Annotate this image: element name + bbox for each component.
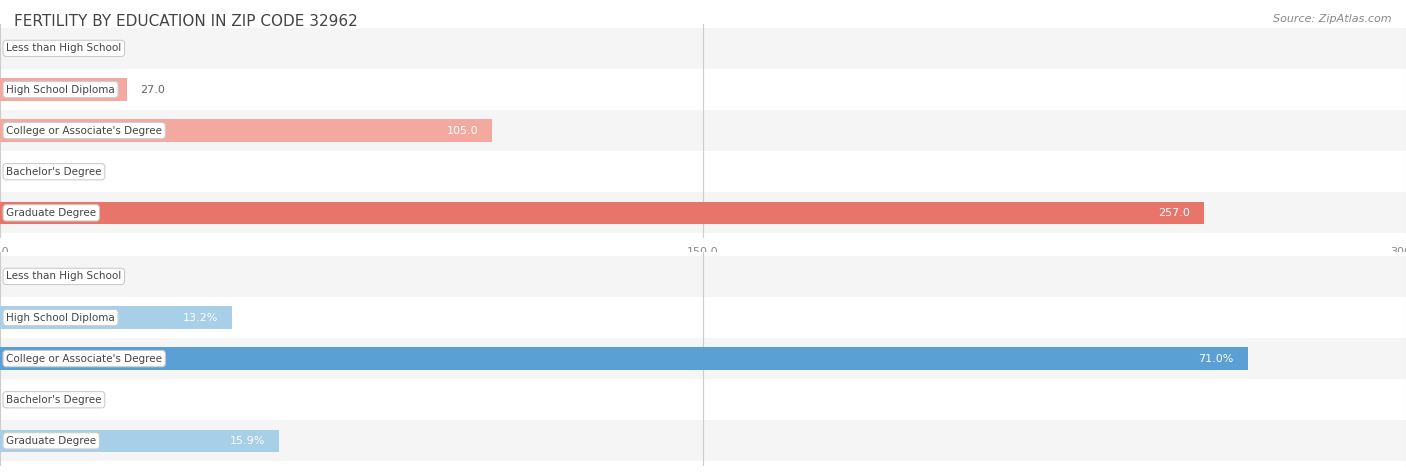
Bar <box>0 347 1249 370</box>
Text: 257.0: 257.0 <box>1159 208 1191 218</box>
Text: 15.9%: 15.9% <box>231 436 266 446</box>
Bar <box>0 201 1205 224</box>
Bar <box>0 192 1406 233</box>
Text: 27.0: 27.0 <box>141 85 166 95</box>
Bar <box>0 429 280 452</box>
Text: High School Diploma: High School Diploma <box>6 313 115 323</box>
Bar <box>0 69 1406 110</box>
Text: Graduate Degree: Graduate Degree <box>6 208 97 218</box>
Bar <box>0 119 492 142</box>
Bar <box>0 28 1406 69</box>
Bar <box>0 297 1406 338</box>
Text: 105.0: 105.0 <box>447 125 478 136</box>
Text: Bachelor's Degree: Bachelor's Degree <box>6 395 101 405</box>
Bar <box>0 110 1406 151</box>
Bar <box>0 256 1406 297</box>
Text: Less than High School: Less than High School <box>6 271 121 281</box>
Text: 13.2%: 13.2% <box>183 313 218 323</box>
Bar <box>0 420 1406 461</box>
Text: 0.0%: 0.0% <box>14 395 42 405</box>
Text: Source: ZipAtlas.com: Source: ZipAtlas.com <box>1274 14 1392 24</box>
Text: FERTILITY BY EDUCATION IN ZIP CODE 32962: FERTILITY BY EDUCATION IN ZIP CODE 32962 <box>14 14 357 29</box>
Text: College or Associate's Degree: College or Associate's Degree <box>6 353 162 364</box>
Text: 0.0%: 0.0% <box>14 271 42 281</box>
Text: Bachelor's Degree: Bachelor's Degree <box>6 167 101 177</box>
Bar <box>0 78 127 101</box>
Bar <box>0 379 1406 420</box>
Bar <box>0 338 1406 379</box>
Text: College or Associate's Degree: College or Associate's Degree <box>6 125 162 136</box>
Text: Graduate Degree: Graduate Degree <box>6 436 97 446</box>
Bar <box>0 151 1406 192</box>
Text: 0.0: 0.0 <box>14 43 32 53</box>
Text: 71.0%: 71.0% <box>1198 353 1234 364</box>
Bar <box>0 306 232 329</box>
Text: High School Diploma: High School Diploma <box>6 85 115 95</box>
Text: Less than High School: Less than High School <box>6 43 121 53</box>
Text: 0.0: 0.0 <box>14 167 32 177</box>
